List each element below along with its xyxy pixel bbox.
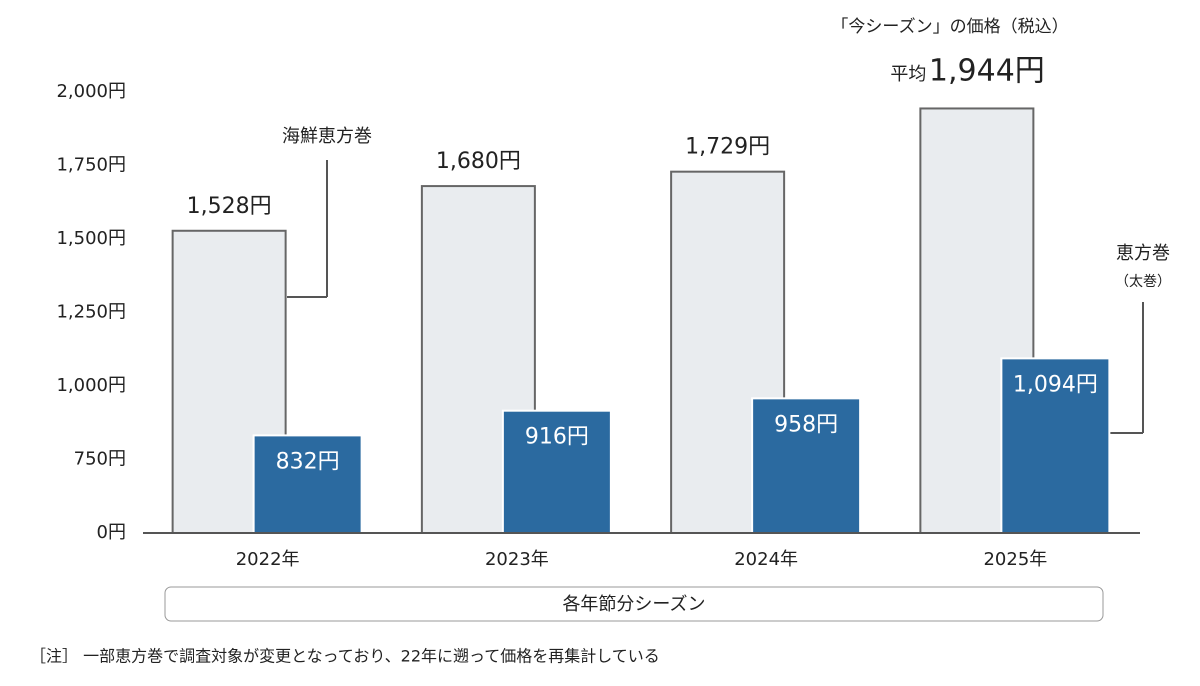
y-tick-label: 0円 [97, 522, 126, 543]
bar [501, 409, 612, 535]
header: 「今シーズン」の価格（税込） [831, 17, 1068, 37]
value-label: 1,729円 [685, 135, 770, 160]
note: ［注］ 一部恵方巻で調査対象が変更となっており、22年に遡って価格を再集計してい… [30, 647, 660, 666]
x-tick-label: 2023年 [485, 549, 549, 570]
y-tick-label: 1,500円 [56, 228, 126, 249]
annotation: 平均 [890, 64, 926, 85]
value-label: 832円 [276, 449, 340, 474]
y-tick-label: 750円 [74, 449, 126, 470]
y-tick-label: 1,000円 [56, 375, 126, 396]
legend-label: 海鮮恵方巻 [282, 126, 372, 147]
x-tick-label: 2022年 [236, 549, 300, 570]
y-tick-label: 2,000円 [56, 81, 126, 102]
value-label: 958円 [774, 412, 838, 437]
legend-label: 恵方巻 [1116, 243, 1170, 264]
y-tick-label: 1,250円 [56, 302, 126, 323]
value-label: 1,680円 [436, 149, 521, 174]
x-axis-label: 各年節分シーズン [562, 594, 705, 615]
x-label-box [164, 586, 1104, 622]
bar [751, 397, 862, 534]
value-label: 1,094円 [1013, 372, 1098, 397]
value-label: 1,944円 [929, 54, 1045, 89]
bar [252, 434, 363, 534]
bar [1000, 357, 1111, 535]
x-tick-label: 2025年 [983, 549, 1047, 570]
x-tick-label: 2024年 [734, 549, 798, 570]
legend-sublabel: （太巻） [1115, 274, 1171, 290]
value-label: 916円 [525, 425, 589, 450]
value-label: 1,528円 [187, 194, 272, 219]
y-tick-label: 1,750円 [56, 155, 126, 176]
